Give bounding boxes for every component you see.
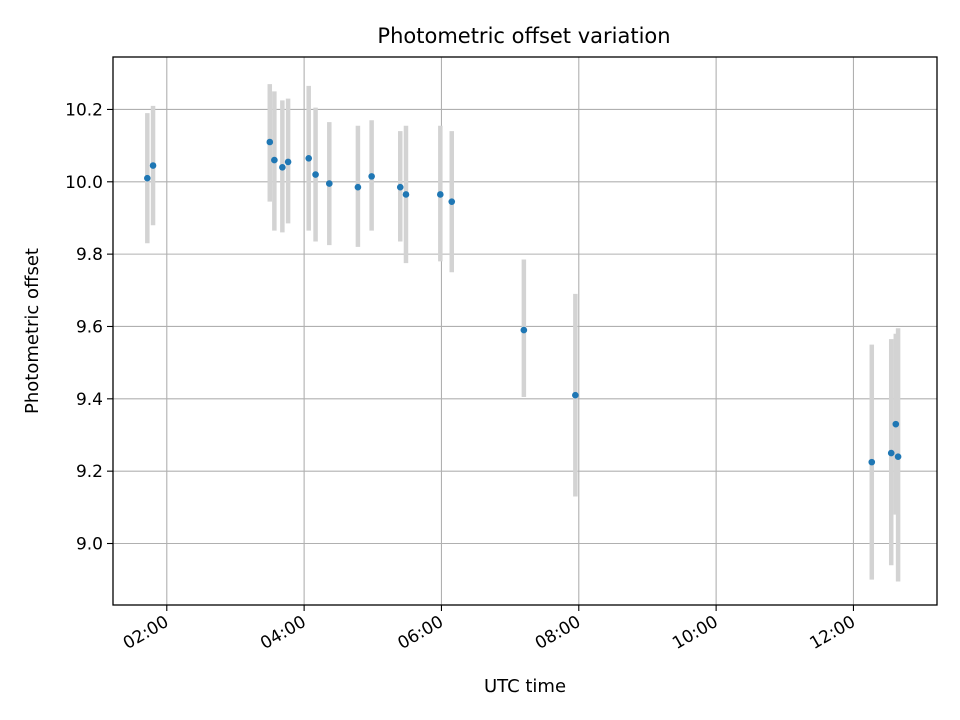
data-point xyxy=(868,458,876,466)
x-axis: 02:00 04:00 06:00 08:00 10:00 12:00 xyxy=(120,605,859,654)
data-point xyxy=(149,162,157,169)
data-point xyxy=(279,164,286,171)
data-point xyxy=(892,420,900,428)
grid xyxy=(113,57,937,605)
y-tick-label: 9.0 xyxy=(76,535,103,555)
data-point xyxy=(520,326,528,334)
data-point xyxy=(894,453,902,460)
x-tick-label: 02:00 xyxy=(120,612,172,654)
data-point xyxy=(437,191,444,198)
data-point xyxy=(402,191,410,198)
data-point xyxy=(305,154,313,162)
y-tick-label: 9.8 xyxy=(76,245,103,265)
data-point xyxy=(312,171,319,178)
data-point xyxy=(572,391,579,399)
y-tick-label: 9.4 xyxy=(76,390,103,410)
x-axis-title: UTC time xyxy=(484,676,566,697)
x-tick-label: 08:00 xyxy=(532,612,584,654)
y-tick-label: 10.2 xyxy=(65,100,103,120)
data-point xyxy=(887,449,895,457)
data-point xyxy=(266,138,274,146)
y-tick-label: 10.0 xyxy=(65,173,103,193)
data-point xyxy=(284,158,292,166)
y-tick-label: 9.2 xyxy=(76,462,103,482)
plot-frame xyxy=(112,56,938,606)
y-axis: 9.0 9.2 9.4 9.6 9.8 10.0 10.2 xyxy=(65,100,113,555)
chart-title: Photometric offset variation xyxy=(377,24,670,48)
x-tick-label: 12:00 xyxy=(807,612,859,654)
data-point xyxy=(396,183,404,191)
x-tick-label: 10:00 xyxy=(669,612,721,654)
data-point xyxy=(326,180,333,187)
data-point xyxy=(448,198,456,205)
x-tick-label: 04:00 xyxy=(257,612,309,654)
data-point xyxy=(271,156,278,164)
y-axis-title: Photometric offset xyxy=(22,248,43,414)
data-points xyxy=(144,138,902,466)
data-point xyxy=(368,173,375,180)
data-point xyxy=(144,174,151,182)
data-point xyxy=(354,183,362,191)
x-tick-label: 06:00 xyxy=(395,612,447,654)
y-tick-label: 9.6 xyxy=(76,317,103,337)
